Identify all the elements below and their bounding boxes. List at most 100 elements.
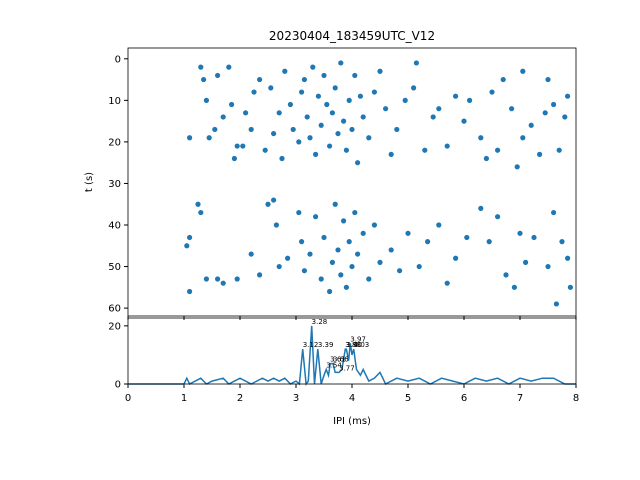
point [187,288,193,295]
point [366,135,372,141]
annotation: 3.88 [345,341,361,349]
point [335,247,341,253]
point [276,110,282,116]
point [184,243,190,249]
point [329,259,335,265]
point [279,155,285,162]
point [215,276,221,282]
point [495,147,501,153]
point [349,126,355,133]
annotation: 3.12 [303,341,319,349]
point [503,272,509,278]
annotation: 3.66 [333,356,349,364]
point [271,130,277,137]
point [489,89,495,95]
point [559,239,565,245]
y-tick-label: 20 [108,321,121,332]
point [478,135,484,141]
x-tick-label: 7 [517,393,523,404]
x-tick-label: 0 [125,393,131,404]
y-tick-label: 40 [108,221,121,232]
x-tick-label: 4 [349,393,355,404]
point [486,239,492,245]
point [394,126,400,133]
y-tick-label: 20 [108,137,121,148]
point [287,101,293,108]
point [203,276,209,282]
point [301,268,307,274]
point [271,197,277,203]
point [262,147,268,153]
axes-frame [127,317,577,385]
point [307,251,313,257]
point [215,72,221,79]
point [296,209,302,216]
point [377,68,383,74]
point [290,126,296,133]
point [310,64,316,70]
point [341,218,347,224]
point [321,72,327,79]
point [542,110,548,116]
point [413,60,419,66]
y-tick-label: 50 [108,262,121,273]
point [383,106,389,112]
annotation: 3.28 [312,318,328,326]
x-tick-label: 1 [181,393,187,404]
point [388,151,394,157]
point [453,93,459,99]
point [405,230,411,236]
point [257,272,263,278]
annotation: 3.97 [350,335,366,343]
point [343,284,349,290]
point [464,234,470,241]
point [509,106,515,112]
x-tick-label: 5 [405,393,411,404]
point [307,135,313,141]
point [187,135,193,141]
point [551,209,557,216]
point [537,151,543,157]
point [282,68,288,74]
x-axis-label: IPI (ms) [333,416,371,427]
point [229,101,235,108]
annotation: 3.61 [330,356,346,364]
point [444,280,450,286]
point [231,155,237,162]
point [251,89,257,95]
point [371,89,377,95]
chart-title: 20230404_183459UTC_V12 [269,29,435,43]
point [422,147,428,153]
point [436,222,442,228]
annotation: 3.77 [339,364,355,372]
point [343,147,349,153]
point [523,259,529,265]
point [313,214,319,220]
x-tick-label: 2 [237,393,243,404]
point [201,76,207,83]
point [355,160,361,166]
point [248,251,254,257]
point [240,143,246,149]
point [327,143,333,149]
point [203,97,209,103]
y-axis-label: t (s) [84,172,95,192]
point [198,64,204,70]
point [338,272,344,278]
point [321,234,327,241]
point [327,288,333,295]
point [324,101,330,108]
annotation: 3.54 [326,361,342,369]
point [553,301,560,307]
point [332,201,338,207]
point [528,122,534,128]
x-tick-label: 8 [573,393,579,404]
point [397,268,403,274]
point [296,139,302,145]
point [248,126,254,133]
point [500,76,506,83]
point [545,263,551,270]
point [285,255,291,261]
point [299,89,305,95]
